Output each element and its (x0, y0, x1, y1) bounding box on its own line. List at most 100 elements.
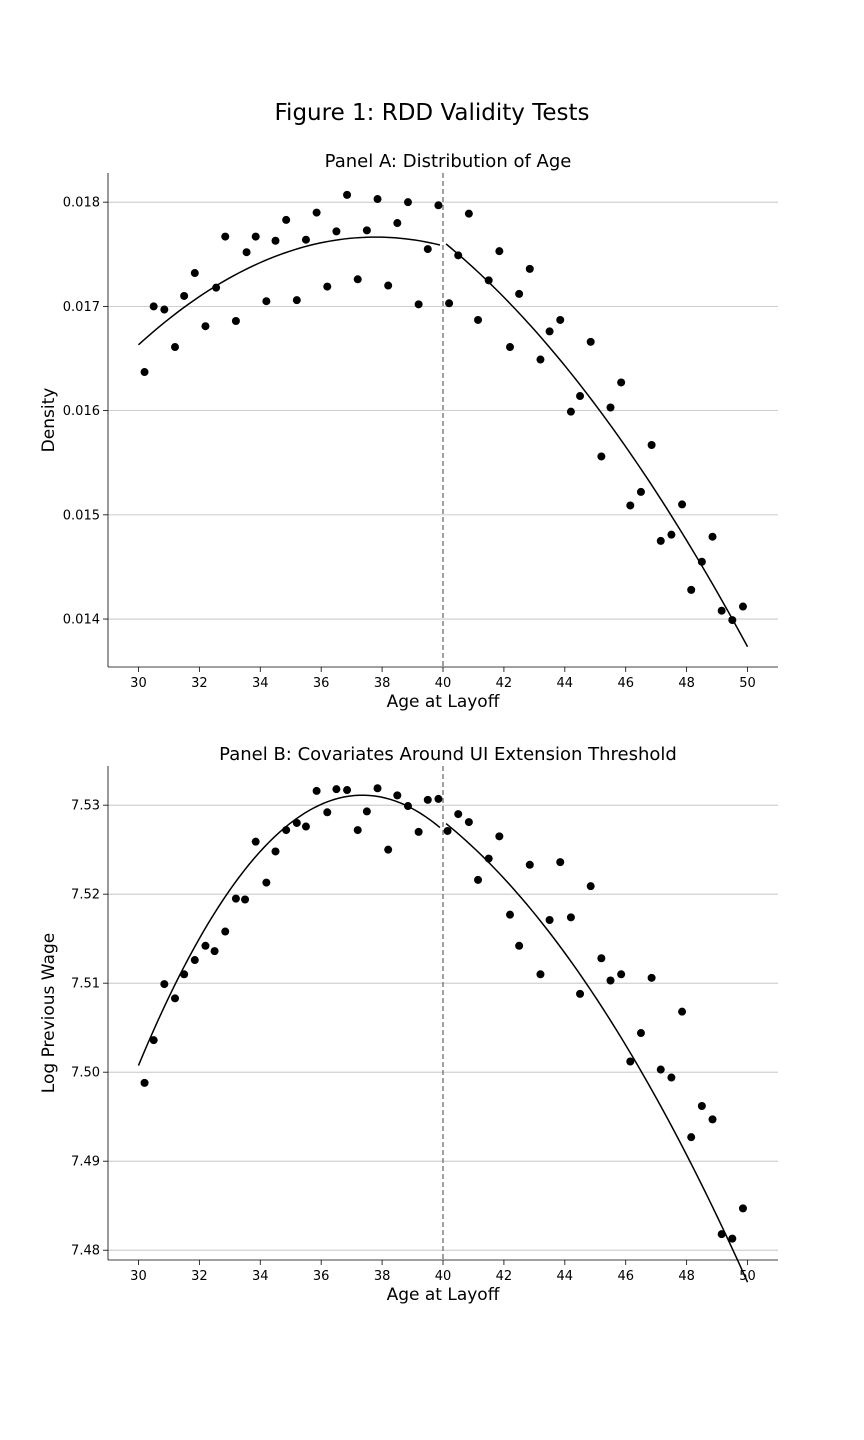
panel-a-data-point (292, 296, 301, 305)
panel-b-data-point (149, 1036, 158, 1045)
panel-b-data-point (687, 1133, 696, 1142)
panel-a-data-point (586, 337, 595, 346)
panel-b-data-point (656, 1065, 665, 1074)
panel-b-data-point (323, 808, 332, 817)
panel-a-data-point (495, 247, 504, 256)
panel-a-data-point (251, 232, 260, 241)
panel-a-ytick-label: 0.017 (63, 300, 100, 315)
panel-b-data-point (271, 847, 280, 856)
panel-a-data-point (566, 407, 575, 416)
panel-a-xtick-label: 36 (313, 676, 330, 691)
panel-a-data-point (656, 536, 665, 545)
panel-b-data-point (484, 854, 493, 863)
panel-b-data-point (292, 818, 301, 827)
panel-a-data-point (484, 276, 493, 285)
panel-b-fit-right (445, 823, 749, 1283)
figure-title: Figure 1: RDD Validity Tests (275, 100, 590, 126)
panel-a-data-point (323, 282, 332, 291)
panel-b-data-point (210, 947, 219, 956)
panel-b-data-point (678, 1007, 687, 1016)
panel-a-ytick-label: 0.018 (63, 196, 100, 211)
panel-a-data-point (708, 532, 717, 541)
panel-b-data-point (362, 807, 371, 816)
panel-a-ytick-label: 0.015 (63, 508, 100, 523)
panel-a-data-point (717, 606, 726, 615)
panel-a-data-point (171, 343, 179, 352)
panel-a-data-point (697, 557, 706, 566)
panel-b-ytick-label: 7.52 (71, 888, 100, 903)
panel-a-data-point (738, 602, 747, 611)
panel-a-data-point (149, 302, 158, 311)
panel-a-data-point (606, 403, 615, 412)
panel-b-data-point (728, 1234, 737, 1243)
panel-b-data-point (515, 941, 524, 950)
panel-b-data-point (525, 860, 534, 869)
panel-a-data-point (343, 190, 352, 199)
panel-b-data-point (717, 1230, 726, 1239)
panel-b-xtick-label: 38 (374, 1269, 391, 1284)
panel-b-data-point (506, 910, 514, 919)
panel-b-data-point (160, 980, 169, 989)
panel-a-data-point (464, 209, 473, 218)
panel-a-data-point (597, 452, 606, 461)
panel-a-xtick-label: 42 (496, 676, 513, 691)
panel-b-data-point (393, 791, 402, 800)
panel-a-data-point (231, 316, 240, 325)
panel-b-ytick-label: 7.53 (71, 799, 100, 814)
panel-a-data-point (445, 299, 454, 308)
panel-a-ylabel: Density (39, 388, 59, 453)
panel-a-data-point (271, 236, 280, 245)
panel-a-data-point (180, 291, 189, 300)
panel-b-data-point (474, 875, 483, 884)
panel-a-data-point (403, 198, 412, 207)
panel-b-data-point (221, 927, 230, 936)
panel-a-title: Panel A: Distribution of Age (325, 151, 572, 172)
panel-a-data-point (434, 201, 443, 210)
panel-b-data-point (667, 1073, 676, 1082)
panel-b-data-point (545, 915, 554, 924)
panel-b-data-point (262, 878, 271, 887)
panel-a-xtick-label: 38 (374, 676, 391, 691)
panel-b-data-point (241, 895, 250, 904)
panel-b-data-point (636, 1029, 645, 1038)
panel-b-fit-left (137, 794, 441, 1066)
panel-b-ytick-label: 7.48 (71, 1244, 100, 1259)
panel-b-xtick-label: 48 (678, 1269, 695, 1284)
panel-a-data-point (525, 264, 534, 273)
panel-b-data-point (312, 786, 321, 795)
panel-b-title: Panel B: Covariates Around UI Extension … (219, 744, 677, 765)
panel-a-data-point (515, 289, 524, 298)
panel-a-data-point (262, 297, 271, 306)
panel-a-xlabel: Age at Layoff (387, 692, 501, 712)
panel-b-data-point (140, 1078, 149, 1087)
panel-b: 7.48 7.49 7.50 7.51 7.52 7.53 30 32 34 36 38 40 42 44… (39, 744, 778, 1305)
panel-b-xtick-label: 36 (313, 1269, 330, 1284)
panel-b-data-point (373, 784, 382, 793)
panel-a-data-point (687, 585, 696, 594)
panel-a-data-point (678, 500, 687, 509)
panel-a-fit-right (445, 243, 749, 648)
panel-b-ytick-label: 7.49 (71, 1155, 100, 1170)
panel-b-data-point (353, 826, 362, 835)
panel-b-data-point (190, 956, 199, 965)
panel-a-data-point (373, 195, 382, 204)
panel-b-data-point (414, 827, 423, 836)
panel-b-data-point (384, 845, 393, 854)
panel-a-data-point (242, 248, 251, 257)
panel-a-data-point (282, 215, 291, 224)
panel-a-data-point (414, 300, 423, 309)
panel-b-xtick-label: 34 (252, 1269, 269, 1284)
panel-a-xtick-label: 44 (557, 676, 574, 691)
panel-b-ytick-label: 7.51 (71, 977, 100, 992)
panel-a-data-point (545, 327, 554, 336)
panel-a-data-point (221, 232, 230, 241)
panel-a-data-point (301, 235, 310, 244)
panel-a-data-point (160, 305, 169, 314)
panel-b-data-point (454, 810, 463, 819)
panel-b-data-point (697, 1102, 706, 1111)
panel-a-data-point (362, 226, 371, 235)
panel-b-data-point (443, 826, 452, 835)
panel-a-data-point (647, 441, 656, 450)
panel-b-xtick-label: 40 (435, 1269, 452, 1284)
